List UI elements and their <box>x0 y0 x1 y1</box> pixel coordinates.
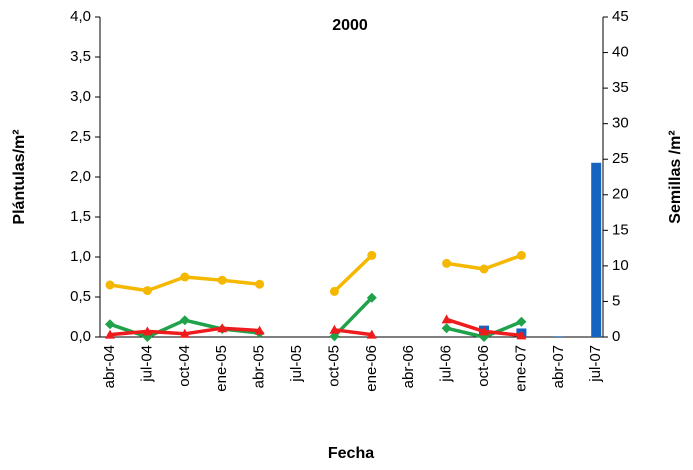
point <box>479 264 489 274</box>
x-tick-label: jul-05 <box>288 345 305 383</box>
y2-tick-label: 15 <box>612 221 629 238</box>
x-tick-label: ene-07 <box>512 345 529 392</box>
x-tick-label: oct-04 <box>176 345 193 387</box>
y-tick-label: 3,0 <box>70 88 91 105</box>
chart-title: 2000 <box>332 17 368 34</box>
x-tick-label: jul-07 <box>587 345 604 383</box>
y2-tick-label: 10 <box>612 257 629 274</box>
point <box>441 323 452 334</box>
bar <box>591 162 602 337</box>
line <box>109 253 522 293</box>
x-axis-label: Fecha <box>328 445 374 462</box>
y-axis-label: Plántulas/m² <box>11 129 28 224</box>
point <box>516 316 527 327</box>
point <box>366 292 377 303</box>
point <box>516 250 526 260</box>
y2-tick-label: 0 <box>612 328 620 345</box>
y2-tick-label: 45 <box>612 8 629 25</box>
point <box>105 329 115 339</box>
point <box>142 286 152 296</box>
y-tick-label: 0,5 <box>70 288 91 305</box>
point <box>179 315 190 326</box>
y2-tick-label: 40 <box>612 44 629 61</box>
point <box>217 275 227 285</box>
point <box>254 325 265 335</box>
point <box>479 326 489 336</box>
x-tick-label: abr-06 <box>400 345 417 388</box>
x-tick-label: abr-05 <box>251 345 268 388</box>
point <box>329 286 339 296</box>
point <box>179 328 190 338</box>
point <box>442 258 452 268</box>
x-tick-label: oct-05 <box>325 345 342 387</box>
line <box>109 296 523 339</box>
x-tick-label: abr-04 <box>101 345 118 388</box>
point <box>180 272 190 282</box>
y2-tick-label: 20 <box>612 186 629 203</box>
y-tick-label: 3,5 <box>70 48 91 65</box>
x-tick-label: ene-06 <box>363 345 380 392</box>
point <box>105 280 115 290</box>
y-tick-label: 1,0 <box>70 248 91 265</box>
y2-tick-label: 25 <box>612 150 629 167</box>
point <box>217 323 228 333</box>
point <box>367 250 377 260</box>
y-tick-label: 4,0 <box>70 8 91 25</box>
y-tick-label: 0,0 <box>70 328 91 345</box>
y-tick-label: 1,5 <box>70 208 91 225</box>
point <box>329 324 340 334</box>
point <box>105 319 115 330</box>
x-tick-label: jul-06 <box>438 345 455 383</box>
point <box>516 330 527 340</box>
y2-axis-label: Semillas /m² <box>667 130 684 223</box>
point <box>441 314 452 324</box>
point <box>142 326 153 336</box>
bar <box>553 336 564 337</box>
y-tick-label: 2,5 <box>70 128 91 145</box>
y2-tick-label: 5 <box>612 292 620 309</box>
x-tick-label: ene-05 <box>213 345 230 392</box>
x-tick-label: oct-06 <box>475 345 492 387</box>
y2-tick-label: 35 <box>612 79 629 96</box>
x-tick-label: abr-07 <box>550 345 567 388</box>
y-tick-label: 2,0 <box>70 168 91 185</box>
point <box>366 329 377 339</box>
point <box>255 279 265 289</box>
y2-tick-label: 30 <box>612 115 629 132</box>
x-tick-label: jul-04 <box>138 345 155 383</box>
